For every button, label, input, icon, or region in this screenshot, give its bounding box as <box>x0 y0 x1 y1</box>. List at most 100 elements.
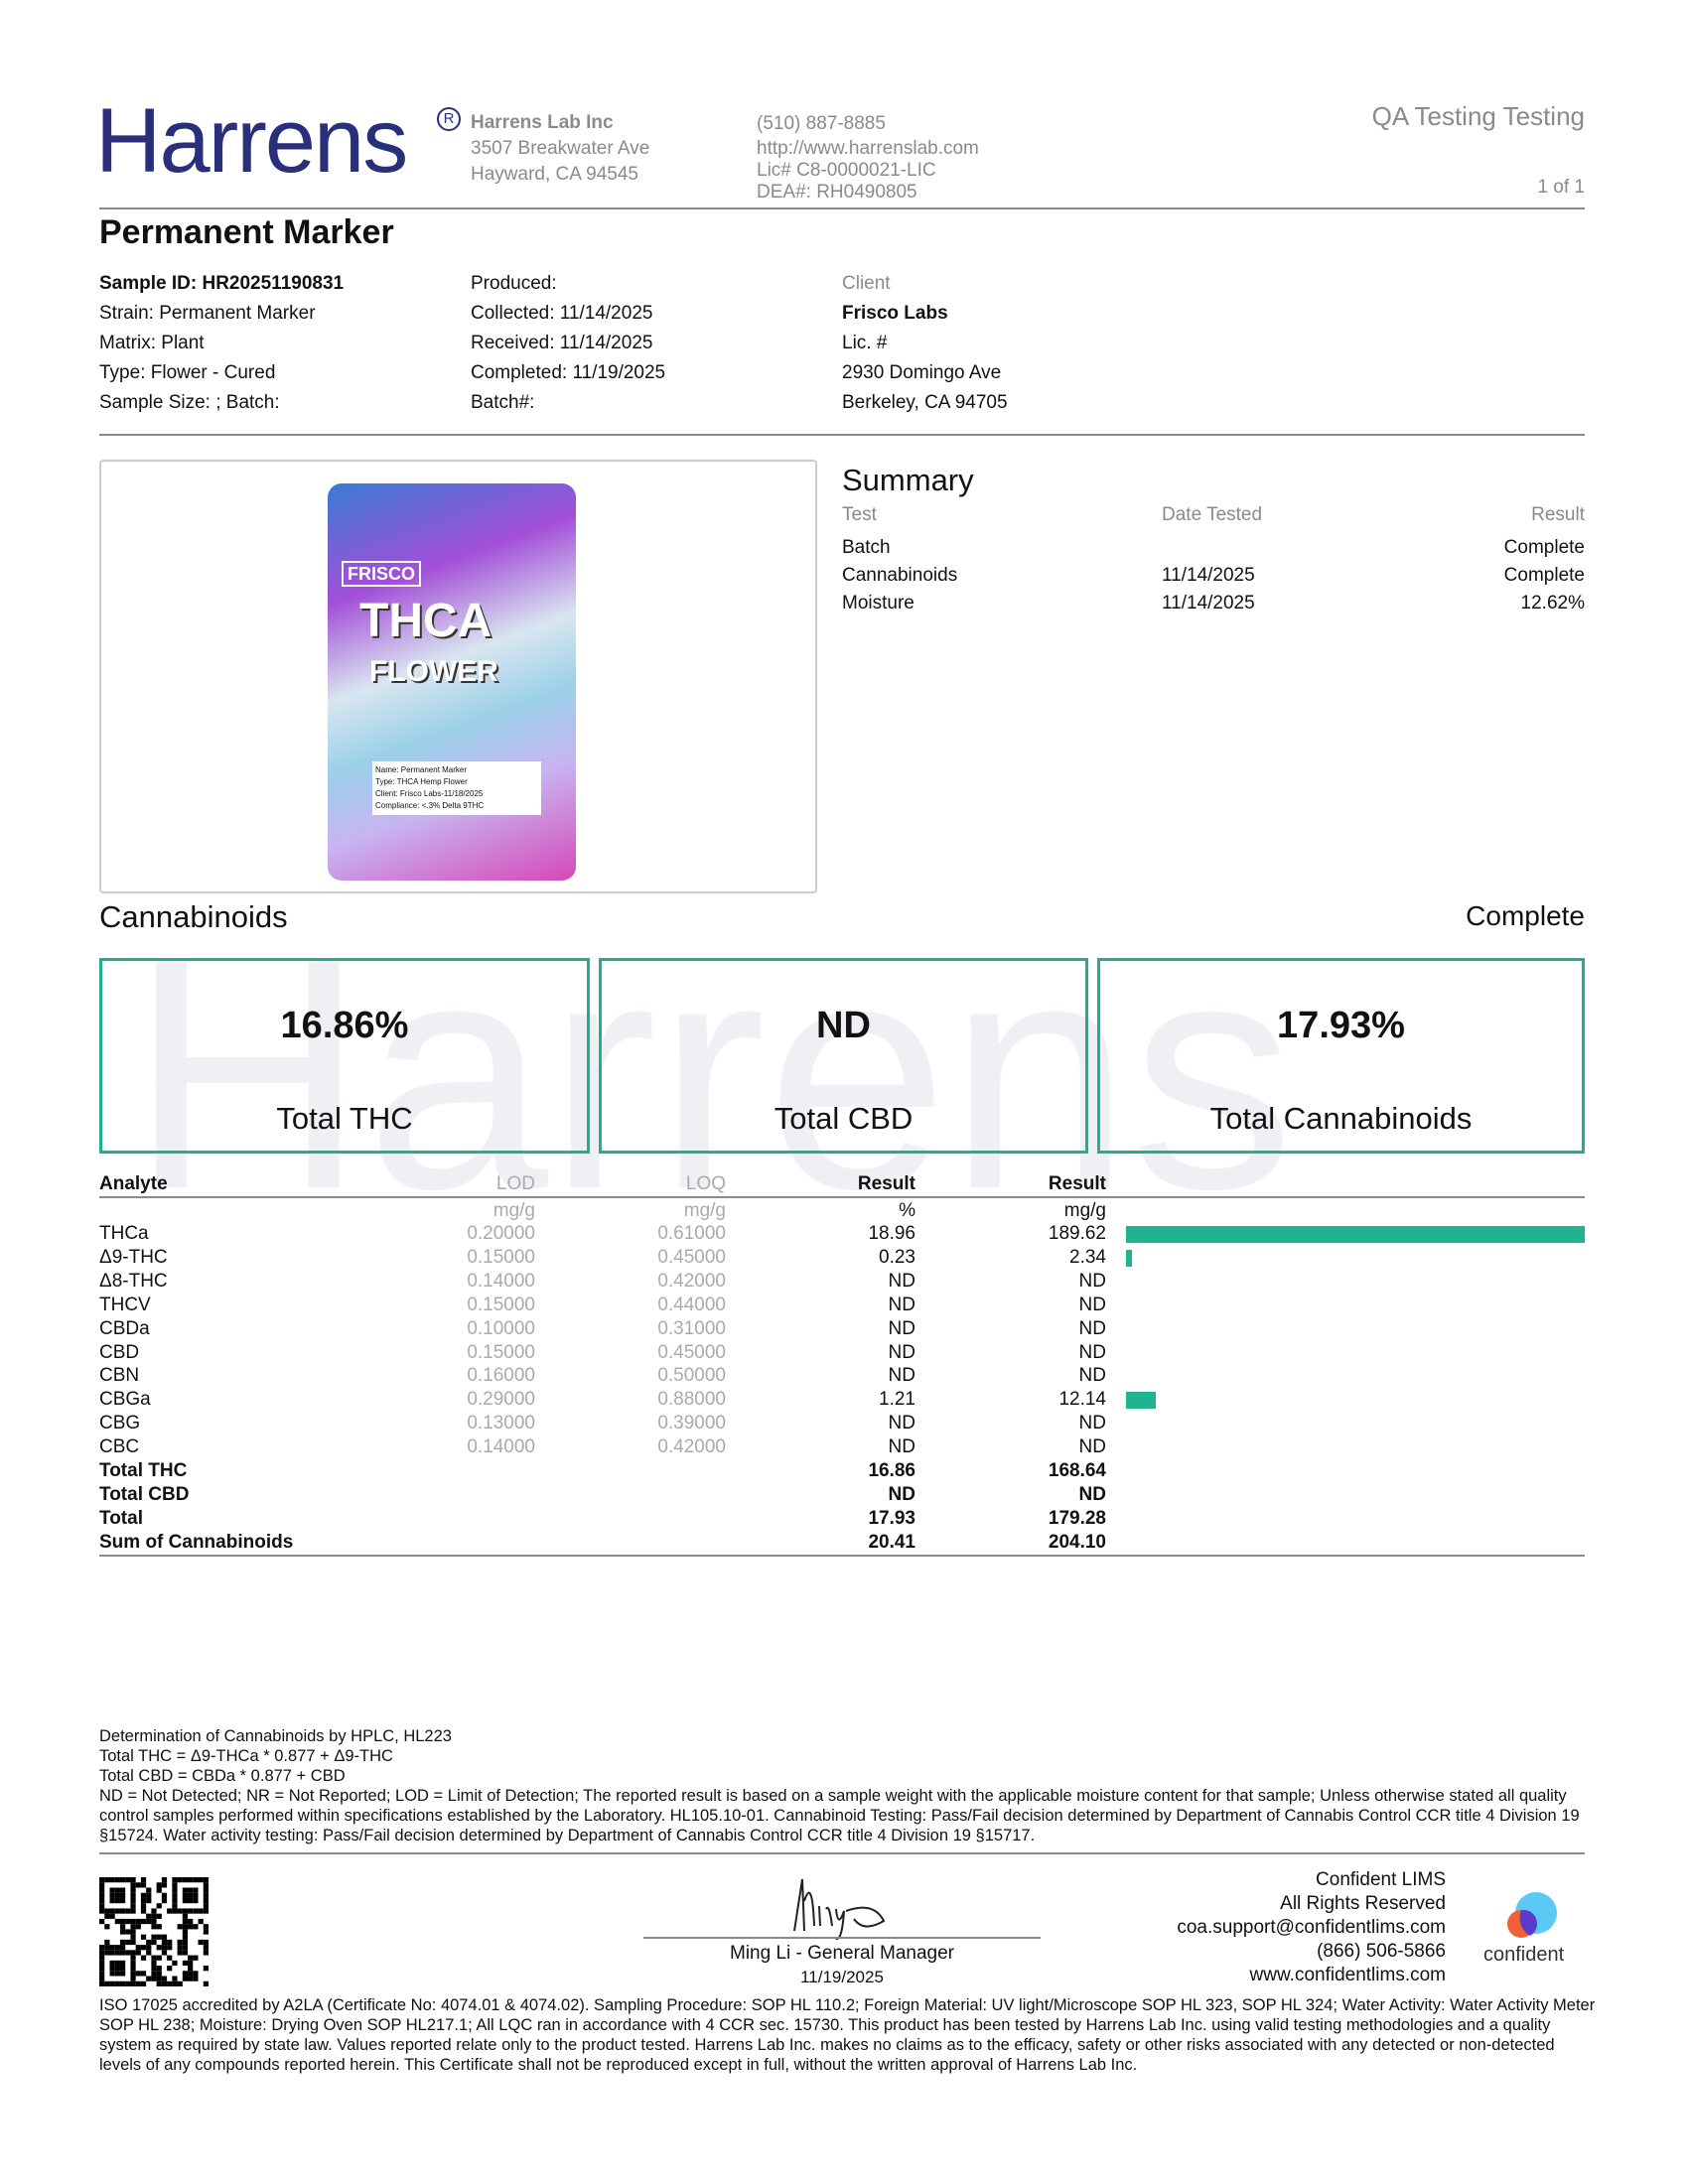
signer-name: Ming Li - General Manager <box>730 1943 954 1964</box>
table-units: mg/g mg/g% mg/g <box>99 1200 1585 1224</box>
total-cannabinoids-value: 17.93% <box>1277 1005 1405 1046</box>
header-analyte: Analyte <box>99 1173 168 1194</box>
table-cell: 0.23 <box>879 1246 915 1268</box>
client-address2: Berkeley, CA 94705 <box>842 392 1008 413</box>
table-cell: ND <box>1078 1483 1106 1505</box>
confident-logo-text: confident <box>1483 1944 1565 1966</box>
table-cell: 0.42000 <box>657 1436 726 1458</box>
unit-pct: % <box>899 1200 915 1221</box>
table-cell: 0.39000 <box>657 1413 726 1434</box>
summary-header-date: Date Tested <box>1162 504 1263 525</box>
summary-cell: 11/14/2025 <box>1162 593 1255 614</box>
table-row: CBC 0.14000 0.42000 ND ND <box>99 1436 1585 1460</box>
table-cell: 189.62 <box>1048 1223 1106 1244</box>
summary-title: Summary <box>842 463 974 497</box>
table-row: Δ8-THC 0.14000 0.42000 ND ND <box>99 1271 1585 1295</box>
lab-address1: 3507 Breakwater Ave <box>471 138 650 159</box>
summary-header-test: Test <box>842 504 877 525</box>
confident-logo-icon <box>1507 1892 1557 1938</box>
table-cell: ND <box>1078 1341 1106 1363</box>
table-cell: 0.15000 <box>467 1246 535 1268</box>
total-row: Total CBD ND ND <box>99 1484 1585 1508</box>
summary-cell: Complete <box>1503 565 1585 586</box>
table-cell: Total CBD <box>99 1483 190 1505</box>
unit-mgg: mg/g <box>1063 1200 1106 1221</box>
total-cbd-label: Total CBD <box>774 1101 914 1136</box>
table-row: CBN 0.16000 0.50000 ND ND <box>99 1365 1585 1389</box>
qr-code-icon[interactable] <box>99 1877 209 1986</box>
table-row: CBDa 0.10000 0.31000 ND ND <box>99 1318 1585 1342</box>
table-cell: Sum of Cannabinoids <box>99 1531 294 1553</box>
table-cell: Δ9-THC <box>99 1246 168 1268</box>
table-cell: ND <box>1078 1365 1106 1387</box>
lab-name: Harrens Lab Inc <box>471 112 614 133</box>
table-cell: 0.14000 <box>467 1436 535 1458</box>
client-license: Lic. # <box>842 333 888 353</box>
table-cell: 0.15000 <box>467 1294 535 1315</box>
result-bar <box>1126 1226 1585 1243</box>
table-cell: 168.64 <box>1048 1460 1106 1481</box>
lims-website[interactable]: www.confidentlims.com <box>1249 1965 1446 1985</box>
summary-cell: 11/14/2025 <box>1162 565 1255 586</box>
table-cell: CBN <box>99 1365 140 1387</box>
summary-cell: Cannabinoids <box>842 565 958 586</box>
accreditation-disclaimer: ISO 17025 accredited by A2LA (Certificat… <box>99 1996 1596 2074</box>
table-row: CBG 0.13000 0.39000 ND ND <box>99 1413 1585 1436</box>
bag-label: Name: Permanent Marker Type: THCA Hemp Fl… <box>372 761 541 815</box>
table-cell: ND <box>1078 1270 1106 1292</box>
sample-id: Sample ID: HR20251190831 <box>99 273 345 294</box>
table-cell: 20.41 <box>868 1531 915 1553</box>
table-cell: 0.31000 <box>657 1317 726 1339</box>
table-cell: ND <box>888 1365 915 1387</box>
table-cell: Δ8-THC <box>99 1270 168 1292</box>
summary-cell: Moisture <box>842 593 914 614</box>
bag-brand: FRISCO <box>342 561 422 587</box>
registered-icon: R <box>437 107 461 131</box>
total-cbd-value: ND <box>816 1005 871 1046</box>
page-number: 1 of 1 <box>1537 177 1585 198</box>
table-row: THCV 0.15000 0.44000 ND ND <box>99 1295 1585 1318</box>
sample-col2: Produced: Collected: 11/14/2025 Received… <box>471 269 665 418</box>
table-cell: THCa <box>99 1223 149 1244</box>
client-name: Frisco Labs <box>842 303 948 324</box>
table-cell: 0.42000 <box>657 1270 726 1292</box>
table-cell: 0.13000 <box>467 1413 535 1434</box>
table-cell: 2.34 <box>1069 1246 1106 1268</box>
table-row: CBD 0.15000 0.45000 ND ND <box>99 1342 1585 1366</box>
matrix: Matrix: Plant <box>99 333 205 353</box>
bag-line2: FLOWER <box>369 655 498 688</box>
batch-number: Batch#: <box>471 392 535 413</box>
table-cell: 0.16000 <box>467 1365 535 1387</box>
lab-license: Lic# C8-0000021-LIC <box>757 160 936 181</box>
signature-date: 11/19/2025 <box>800 1968 884 1986</box>
lims-email[interactable]: coa.support@confidentlims.com <box>1177 1917 1446 1938</box>
table-cell: ND <box>1078 1436 1106 1458</box>
table-cell: 0.14000 <box>467 1270 535 1292</box>
total-thc-card: 16.86% Total THC <box>99 958 590 1154</box>
summary-cell: Batch <box>842 537 891 558</box>
unit-lod: mg/g <box>492 1200 535 1221</box>
total-cannabinoids-card: 17.93% Total Cannabinoids <box>1097 958 1585 1154</box>
table-cell: 0.61000 <box>657 1223 726 1244</box>
total-row: Sum of Cannabinoids 20.41 204.10 <box>99 1532 1585 1556</box>
collected: Collected: 11/14/2025 <box>471 303 653 324</box>
table-row: Δ9-THC 0.15000 0.45000 0.23 2.34 <box>99 1247 1585 1271</box>
summary-header-result: Result <box>1531 504 1585 525</box>
table-cell: CBGa <box>99 1389 151 1411</box>
total-cannabinoids-label: Total Cannabinoids <box>1209 1101 1473 1136</box>
header-result-mgg: Result <box>1048 1173 1106 1194</box>
table-cell: 204.10 <box>1048 1531 1106 1553</box>
table-cell: 0.50000 <box>657 1365 726 1387</box>
produced: Produced: <box>471 273 557 294</box>
table-cell: THCV <box>99 1294 151 1315</box>
lims-info: Confident LIMS All Rights Reserved coa.sup… <box>1177 1868 1446 1987</box>
lab-website[interactable]: http://www.harrenslab.com <box>757 138 979 159</box>
product-bag: FRISCO THCA FLOWER Name: Permanent Marke… <box>328 483 576 881</box>
cannabinoids-title: Cannabinoids <box>99 899 288 934</box>
table-cell: ND <box>1078 1317 1106 1339</box>
table-cell: 18.96 <box>868 1223 915 1244</box>
table-cell: 1.21 <box>879 1389 915 1411</box>
table-cell: ND <box>888 1413 915 1434</box>
total-thc-label: Total THC <box>276 1101 413 1136</box>
client-info: Client Frisco Labs Lic. # 2930 Domingo A… <box>842 269 1008 418</box>
